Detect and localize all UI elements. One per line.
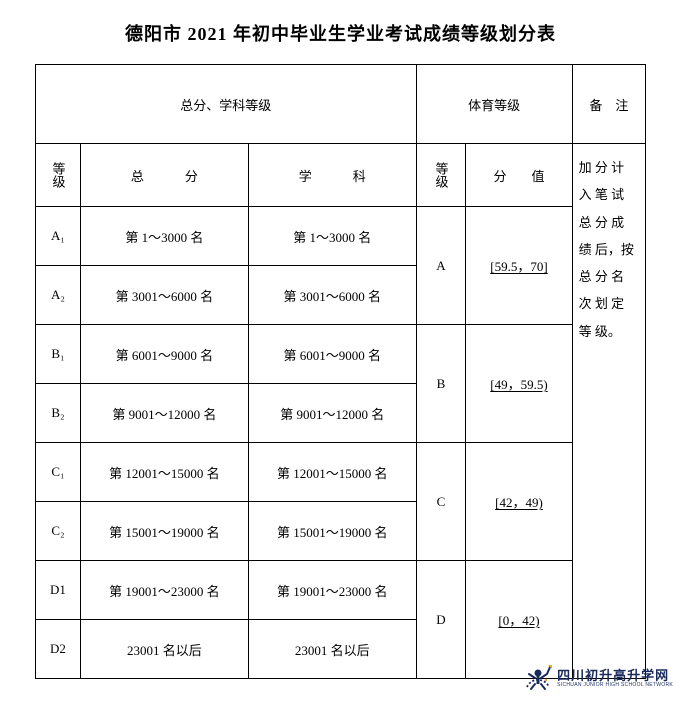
page-title: 德阳市 2021 年初中毕业生学业考试成绩等级划分表 xyxy=(35,20,646,46)
subheader-total: 总 分 xyxy=(80,144,248,207)
pe-grade-cell: B xyxy=(416,325,466,443)
subject-cell: 第 9001～12000 名 xyxy=(248,384,416,443)
subject-cell: 第 19001～23000 名 xyxy=(248,561,416,620)
table-header-row: 总分、学科等级 体育等级 备 注 xyxy=(36,65,646,144)
pe-score-cell: [42，49) xyxy=(466,443,572,561)
total-cell: 23001 名以后 xyxy=(80,620,248,679)
grade-cell: A₁ xyxy=(36,207,81,266)
subject-cell: 第 6001～9000 名 xyxy=(248,325,416,384)
total-cell: 第 9001～12000 名 xyxy=(80,384,248,443)
table-row: D1 第 19001～23000 名 第 19001～23000 名 D [0，… xyxy=(36,561,646,620)
table-row: A₁ 第 1～3000 名 第 1～3000 名 A [59.5，70] xyxy=(36,207,646,266)
logo-icon xyxy=(521,661,555,695)
total-cell: 第 3001～6000 名 xyxy=(80,266,248,325)
grade-cell: A₂ xyxy=(36,266,81,325)
remark-cell: 加 分 计 入 笔 试 总 分 成 绩 后，按 总 分 名 次 划 定 等 级。 xyxy=(572,144,645,679)
subheader-pe-grade: 等级 xyxy=(416,144,466,207)
watermark-logo: 四川初升高升学网 SICHUAN JUNIOR HIGH SCHOOL NETW… xyxy=(521,661,673,695)
subject-cell: 23001 名以后 xyxy=(248,620,416,679)
subheader-grade: 等级 xyxy=(36,144,81,207)
grade-cell: B₁ xyxy=(36,325,81,384)
table-subheader-row: 等级 总 分 学 科 等级 分 值 加 分 计 入 笔 试 总 分 成 绩 后，… xyxy=(36,144,646,207)
subject-cell: 第 1～3000 名 xyxy=(248,207,416,266)
subject-cell: 第 15001～19000 名 xyxy=(248,502,416,561)
header-pe: 体育等级 xyxy=(416,65,572,144)
pe-grade-cell: D xyxy=(416,561,466,679)
grade-cell: C₁ xyxy=(36,443,81,502)
total-cell: 第 1～3000 名 xyxy=(80,207,248,266)
logo-cn-text: 四川初升高升学网 xyxy=(557,669,673,682)
subject-cell: 第 12001～15000 名 xyxy=(248,443,416,502)
table-row: B₁ 第 6001～9000 名 第 6001～9000 名 B [49，59.… xyxy=(36,325,646,384)
subheader-pe-score: 分 值 xyxy=(466,144,572,207)
grade-cell: C₂ xyxy=(36,502,81,561)
subject-cell: 第 3001～6000 名 xyxy=(248,266,416,325)
grade-cell: B₂ xyxy=(36,384,81,443)
header-total-subject: 总分、学科等级 xyxy=(36,65,417,144)
grade-cell: D2 xyxy=(36,620,81,679)
header-remark: 备 注 xyxy=(572,65,645,144)
pe-grade-cell: A xyxy=(416,207,466,325)
pe-score-cell: [59.5，70] xyxy=(466,207,572,325)
total-cell: 第 19001～23000 名 xyxy=(80,561,248,620)
total-cell: 第 12001～15000 名 xyxy=(80,443,248,502)
grade-table: 总分、学科等级 体育等级 备 注 等级 总 分 学 科 等级 分 值 加 分 计… xyxy=(35,64,646,679)
total-cell: 第 6001～9000 名 xyxy=(80,325,248,384)
logo-en-text: SICHUAN JUNIOR HIGH SCHOOL NETWORK xyxy=(557,683,673,688)
grade-cell: D1 xyxy=(36,561,81,620)
total-cell: 第 15001～19000 名 xyxy=(80,502,248,561)
subheader-subject: 学 科 xyxy=(248,144,416,207)
pe-score-cell: [49，59.5) xyxy=(466,325,572,443)
table-row: C₁ 第 12001～15000 名 第 12001～15000 名 C [42… xyxy=(36,443,646,502)
pe-grade-cell: C xyxy=(416,443,466,561)
